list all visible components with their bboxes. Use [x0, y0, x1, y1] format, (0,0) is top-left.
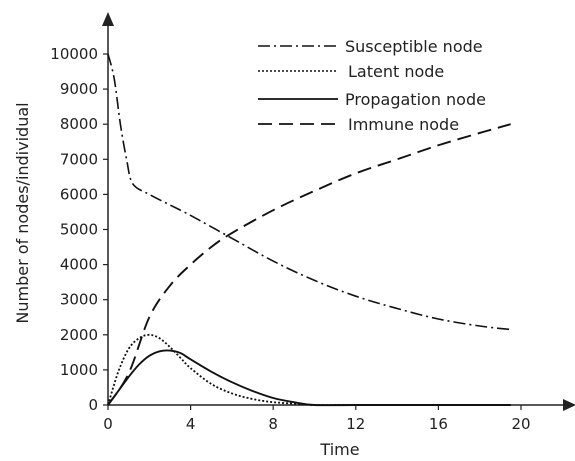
series-line-immune [107, 123, 511, 406]
y-tick-label: 8000 [60, 115, 98, 133]
legend-label-immune: Immune node [348, 115, 459, 134]
y-tick-label: 10000 [50, 45, 98, 63]
x-tick-label: 20 [511, 415, 530, 433]
legend-item-latent: Latent node [258, 62, 444, 81]
legend: Susceptible node Latent node Propagation… [258, 37, 486, 134]
legend-label-latent: Latent node [348, 62, 444, 81]
x-axis-label: Time [319, 440, 359, 459]
series-layer [107, 53, 511, 407]
y-tick-label: 4000 [60, 256, 98, 274]
y-tick-label: 0 [88, 396, 98, 414]
y-tick-label: 1000 [60, 361, 98, 379]
x-tick-label: 0 [103, 415, 113, 433]
x-axis-arrow [563, 399, 575, 411]
y-tick-label: 3000 [60, 291, 98, 309]
y-tick-label: 5000 [60, 221, 98, 239]
x-tick-label: 16 [429, 415, 448, 433]
x-ticks: 0 4 8 12 16 20 [103, 405, 531, 433]
x-tick-label: 12 [346, 415, 365, 433]
x-tick-label: 4 [186, 415, 196, 433]
legend-label-susceptible: Susceptible node [345, 37, 483, 56]
y-axis-label: Number of nodes/individual [13, 102, 32, 323]
y-tick-label: 2000 [60, 326, 98, 344]
x-tick-label: 8 [268, 415, 278, 433]
legend-item-immune: Immune node [258, 115, 459, 134]
legend-item-susceptible: Susceptible node [258, 37, 483, 56]
series-line-propagation [107, 349, 511, 407]
y-axis-arrow [102, 12, 114, 26]
legend-label-propagation: Propagation node [345, 90, 486, 109]
series-line-latent [107, 333, 511, 407]
y-tick-label: 7000 [60, 150, 98, 168]
y-ticks: 0 1000 2000 3000 4000 5000 6000 7000 8000 9000 100… [50, 45, 108, 414]
series-line-susceptible [107, 53, 511, 331]
y-tick-label: 9000 [60, 80, 98, 98]
y-tick-label: 6000 [60, 185, 98, 203]
legend-item-propagation: Propagation node [258, 90, 486, 109]
